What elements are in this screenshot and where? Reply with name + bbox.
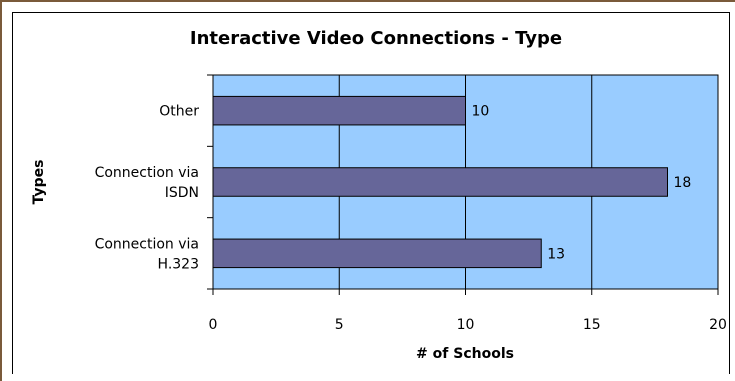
bar: [212, 95, 466, 126]
chart-title: Interactive Video Connections - Type: [190, 28, 562, 49]
x-tick-label: 15: [583, 317, 601, 333]
chart-area: Interactive Video Connections - Type 10 1…: [12, 12, 730, 374]
x-axis-title: # of Schools: [416, 346, 514, 362]
x-tick-label: 20: [709, 317, 727, 333]
y-axis-ticks: [207, 74, 213, 290]
category-labels: Other Connection via ISDN Connection via H.3…: [95, 104, 200, 273]
category-label: Connection via ISDN: [95, 165, 199, 201]
bar: [212, 238, 542, 269]
bar-value-label: 10: [472, 104, 490, 120]
x-tick-label: 10: [457, 317, 475, 333]
y-axis-title: Types: [31, 160, 47, 205]
category-label: Other: [159, 104, 199, 120]
data-labels: 10 18 13: [472, 104, 692, 263]
x-tick-label: 5: [335, 317, 344, 333]
bar: [212, 167, 668, 197]
bar-chart: Interactive Video Connections - Type 101…: [31, 28, 727, 362]
x-tick-label: 0: [209, 317, 218, 333]
bar-value-label: 13: [547, 246, 565, 262]
category-label: Connection via H.323: [95, 236, 199, 272]
x-axis-ticks: 0 5 10 15 20: [209, 289, 727, 333]
bars: [212, 95, 668, 269]
bar-value-label: 18: [674, 175, 692, 191]
